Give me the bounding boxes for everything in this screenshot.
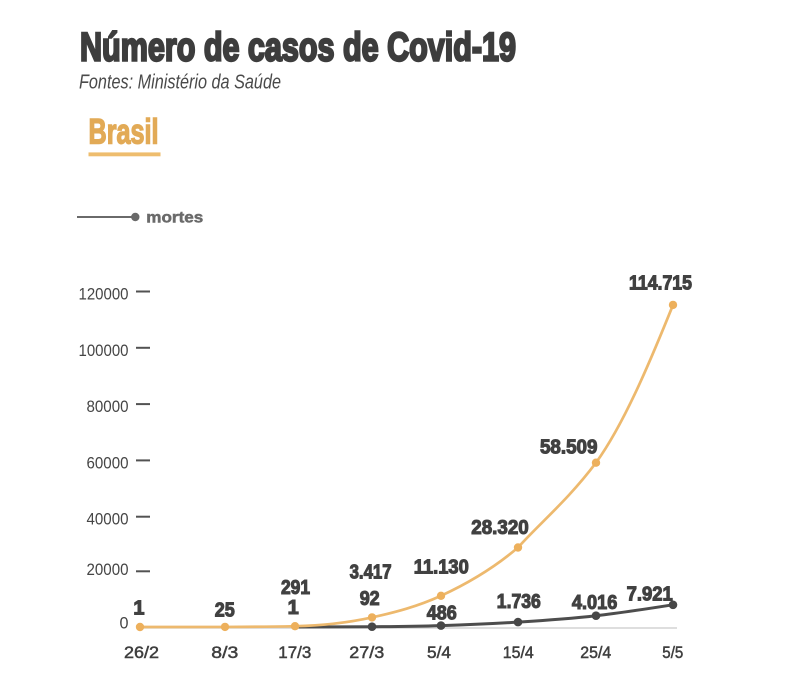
svg-text:25/4: 25/4 — [580, 643, 611, 662]
svg-text:27/3: 27/3 — [349, 643, 384, 662]
svg-text:1.736: 1.736 — [497, 591, 541, 613]
svg-text:58.509: 58.509 — [540, 436, 598, 458]
svg-text:486: 486 — [427, 602, 457, 624]
svg-text:291: 291 — [281, 577, 310, 599]
svg-text:15/4: 15/4 — [503, 643, 534, 662]
svg-text:5/5: 5/5 — [662, 643, 683, 662]
svg-text:26/2: 26/2 — [124, 643, 159, 662]
svg-text:25: 25 — [215, 599, 235, 621]
svg-text:5/4: 5/4 — [427, 643, 451, 662]
svg-text:mortes: mortes — [146, 209, 203, 226]
svg-text:80000: 80000 — [87, 397, 129, 416]
svg-text:1: 1 — [288, 597, 299, 619]
svg-text:4.016: 4.016 — [572, 592, 617, 614]
svg-text:120000: 120000 — [79, 285, 129, 304]
svg-text:40000: 40000 — [87, 510, 129, 529]
svg-text:114.715: 114.715 — [629, 273, 692, 295]
svg-text:100000: 100000 — [79, 341, 129, 360]
svg-text:1: 1 — [133, 598, 144, 620]
svg-text:92: 92 — [360, 588, 380, 610]
svg-text:Número de casos de Covid-19: Número de casos de Covid-19 — [80, 26, 516, 70]
svg-text:11.130: 11.130 — [414, 557, 469, 579]
svg-text:20000: 20000 — [87, 560, 129, 579]
svg-text:8/3: 8/3 — [211, 643, 238, 662]
svg-text:7.921: 7.921 — [627, 583, 673, 605]
svg-text:Brasil: Brasil — [89, 113, 159, 152]
svg-text:28.320: 28.320 — [471, 517, 529, 539]
svg-text:17/3: 17/3 — [278, 643, 311, 662]
svg-text:0: 0 — [120, 614, 129, 633]
svg-text:Fontes: Ministério da Saúde: Fontes: Ministério da Saúde — [79, 72, 281, 94]
svg-text:60000: 60000 — [87, 453, 129, 472]
svg-text:3.417: 3.417 — [350, 562, 392, 584]
